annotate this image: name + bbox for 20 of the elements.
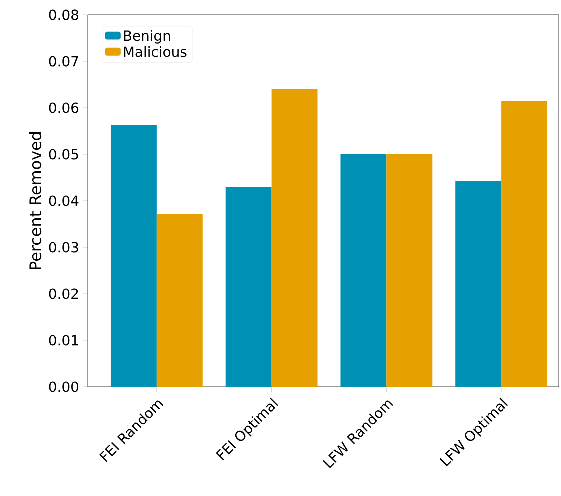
- legend-label: Malicious: [124, 46, 187, 58]
- bar: [110, 125, 157, 387]
- bar: [340, 154, 387, 387]
- y-tick-label: 0.03: [49, 242, 78, 253]
- bar: [502, 101, 548, 387]
- legend-label: Benign: [124, 30, 170, 44]
- y-tick-label: 0.07: [49, 56, 78, 67]
- bar: [226, 187, 272, 387]
- y-tick-label: 0.06: [49, 102, 79, 114]
- y-tick-label: 0.02: [49, 288, 78, 300]
- y-tick-label: 0.00: [49, 382, 79, 392]
- bar: [456, 181, 502, 387]
- bar: [156, 214, 203, 387]
- y-tick-label: 0.05: [49, 149, 78, 160]
- y-tick-label: 0.01: [49, 335, 78, 346]
- bar: [272, 88, 318, 387]
- bar: [386, 154, 433, 387]
- y-tick-label: 0.08: [49, 10, 79, 20]
- y-tick-label: 0.04: [49, 196, 79, 206]
- y-axis-title: Percent Removed: [29, 132, 42, 270]
